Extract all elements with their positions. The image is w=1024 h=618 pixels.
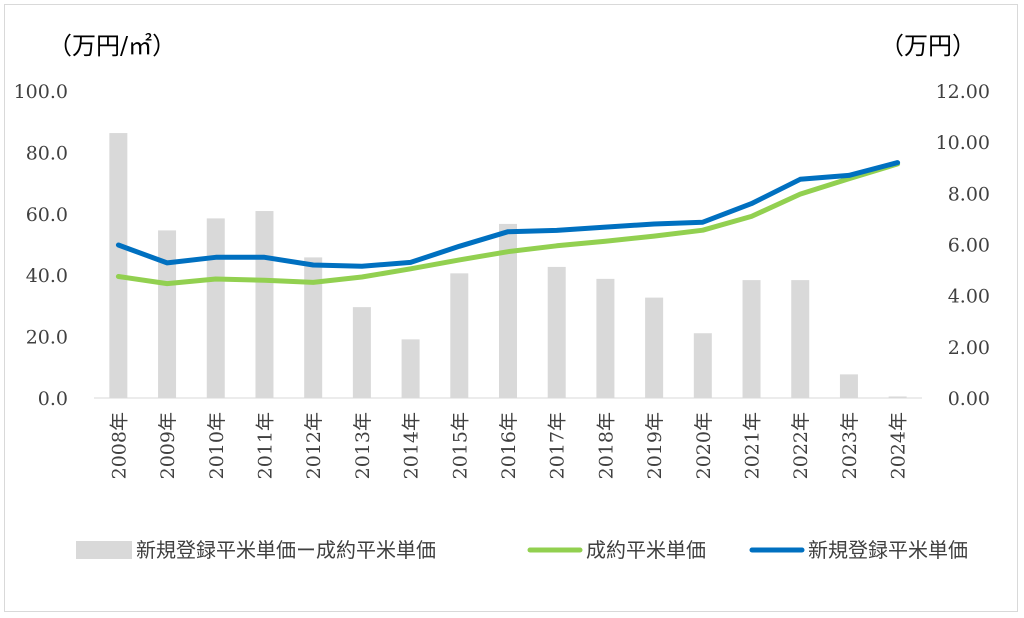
series-line-1 [115, 161, 901, 287]
x-tick-label: 2009年 [157, 412, 179, 479]
x-tick-label: 2011年 [254, 412, 276, 479]
x-tick-label: 2015年 [449, 412, 471, 479]
bar [109, 133, 128, 398]
x-tick-label: 2018年 [595, 412, 617, 479]
bar [158, 230, 177, 398]
left-axis-ticks: 0.0 20.0 40.0 60.0 80.0 100.0 [14, 81, 68, 410]
bar [304, 257, 323, 398]
left-tick-label: 40.0 [26, 265, 68, 287]
left-tick-label: 20.0 [26, 327, 68, 349]
right-axis-ticks: 0.00 2.00 4.00 6.00 8.00 10.00 12.00 [936, 81, 990, 410]
bar [693, 333, 712, 398]
series-line-2 [115, 160, 901, 269]
line-series [115, 160, 901, 287]
right-axis-unit: （万円） [880, 32, 976, 60]
left-axis-unit: （万円/㎡） [48, 32, 176, 60]
bar [888, 396, 907, 398]
x-tick-label: 2012年 [303, 412, 325, 479]
x-tick-label: 2016年 [498, 412, 520, 479]
bar-series [109, 133, 907, 398]
right-tick-label: 6.00 [948, 235, 990, 257]
bar [596, 278, 615, 398]
x-tick-label: 2017年 [547, 412, 569, 479]
bar [645, 297, 664, 398]
bar [352, 307, 371, 398]
bar [499, 223, 517, 398]
left-tick-label: 0.0 [38, 388, 68, 410]
left-tick-label: 80.0 [26, 142, 68, 164]
x-tick-label: 2019年 [644, 412, 666, 479]
right-tick-label: 8.00 [948, 183, 990, 205]
x-tick-label: 2022年 [790, 412, 812, 479]
legend-label-line-2: 新規登録平米単価 [808, 538, 968, 562]
left-tick-label: 60.0 [26, 204, 68, 226]
legend: 新規登録平米単価ー成約平米単価 成約平米単価 新規登録平米単価 [76, 538, 968, 562]
x-tick-label: 2024年 [888, 412, 910, 479]
legend-label-line-1: 成約平米単価 [586, 538, 706, 562]
legend-label-bar: 新規登録平米単価ー成約平米単価 [136, 538, 436, 562]
legend-swatch-bar [76, 541, 132, 559]
right-tick-label: 0.00 [948, 388, 990, 410]
left-tick-label: 100.0 [14, 81, 68, 103]
x-tick-label: 2020年 [693, 412, 715, 479]
x-tick-label: 2010年 [206, 412, 228, 479]
x-tick-label: 2013年 [352, 412, 374, 479]
bar [839, 374, 858, 398]
bar [206, 218, 225, 398]
x-tick-label: 2023年 [839, 412, 861, 479]
bar [450, 273, 469, 398]
right-tick-label: 10.00 [936, 132, 990, 154]
x-tick-label: 2008年 [108, 412, 130, 479]
bar [255, 211, 274, 398]
bar [791, 280, 810, 398]
bar [401, 339, 420, 398]
bar [742, 280, 761, 398]
x-tick-label: 2021年 [742, 412, 764, 479]
right-tick-label: 12.00 [936, 81, 990, 103]
right-tick-label: 4.00 [948, 286, 990, 308]
x-axis-ticks: 2008年 2009年 2010年 2011年 2012年 2013年 2014年 2015年… [108, 412, 909, 479]
x-tick-label: 2014年 [401, 412, 423, 479]
bar [547, 266, 566, 398]
right-tick-label: 2.00 [948, 337, 990, 359]
